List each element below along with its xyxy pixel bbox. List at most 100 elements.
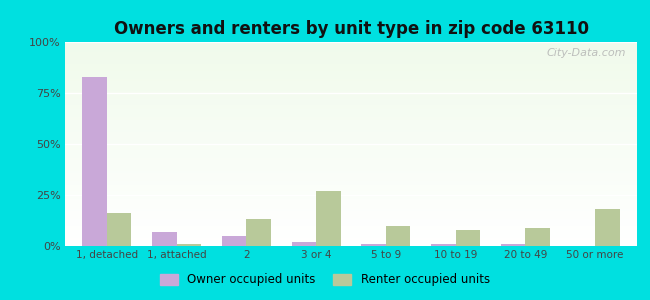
Bar bbox=[292, 242, 316, 246]
Bar bbox=[65, 44, 637, 46]
Bar bbox=[65, 113, 637, 116]
Bar bbox=[65, 158, 637, 160]
Bar bbox=[65, 109, 637, 111]
Bar bbox=[65, 111, 637, 113]
Bar bbox=[65, 124, 637, 126]
Text: City-Data.com: City-Data.com bbox=[546, 48, 625, 58]
Bar bbox=[65, 87, 637, 89]
Bar bbox=[65, 93, 637, 95]
Bar bbox=[65, 177, 637, 179]
Bar bbox=[361, 244, 386, 246]
Bar bbox=[65, 232, 637, 234]
Bar bbox=[65, 213, 637, 215]
Bar bbox=[65, 52, 637, 54]
Bar bbox=[177, 244, 201, 246]
Bar bbox=[65, 85, 637, 87]
Bar bbox=[65, 73, 637, 75]
Bar bbox=[65, 240, 637, 242]
Bar bbox=[65, 140, 637, 142]
Bar bbox=[65, 64, 637, 67]
Bar bbox=[65, 146, 637, 148]
Bar bbox=[65, 169, 637, 170]
Bar bbox=[65, 46, 637, 48]
Bar bbox=[456, 230, 480, 246]
Bar bbox=[65, 205, 637, 207]
Bar bbox=[65, 50, 637, 52]
Bar bbox=[65, 68, 637, 70]
Bar bbox=[65, 118, 637, 119]
Bar bbox=[65, 107, 637, 109]
Bar bbox=[65, 238, 637, 240]
Bar bbox=[65, 218, 637, 220]
Title: Owners and renters by unit type in zip code 63110: Owners and renters by unit type in zip c… bbox=[114, 20, 588, 38]
Bar bbox=[595, 209, 619, 246]
Bar bbox=[65, 138, 637, 140]
Bar bbox=[525, 228, 550, 246]
Bar bbox=[65, 209, 637, 211]
Bar bbox=[65, 95, 637, 97]
Bar bbox=[65, 221, 637, 224]
Bar bbox=[65, 179, 637, 181]
Bar bbox=[65, 197, 637, 199]
Bar bbox=[65, 224, 637, 226]
Bar bbox=[65, 130, 637, 132]
Bar bbox=[65, 201, 637, 203]
Bar bbox=[65, 70, 637, 73]
Bar bbox=[65, 60, 637, 62]
Bar bbox=[65, 226, 637, 228]
Bar bbox=[65, 156, 637, 158]
Bar bbox=[65, 193, 637, 195]
Bar bbox=[152, 232, 177, 246]
Bar bbox=[65, 234, 637, 236]
Bar bbox=[65, 181, 637, 183]
Bar bbox=[65, 162, 637, 164]
Bar bbox=[65, 81, 637, 83]
Bar bbox=[65, 220, 637, 221]
Bar bbox=[65, 150, 637, 152]
Bar bbox=[65, 105, 637, 107]
Bar bbox=[65, 136, 637, 138]
Bar bbox=[222, 236, 246, 246]
Bar bbox=[65, 160, 637, 162]
Bar bbox=[65, 148, 637, 150]
Bar bbox=[65, 189, 637, 191]
Bar bbox=[65, 228, 637, 230]
Bar bbox=[65, 230, 637, 232]
Legend: Owner occupied units, Renter occupied units: Owner occupied units, Renter occupied un… bbox=[155, 269, 495, 291]
Bar bbox=[65, 75, 637, 77]
Bar bbox=[65, 207, 637, 209]
Bar bbox=[65, 134, 637, 136]
Bar bbox=[501, 244, 525, 246]
Bar bbox=[65, 42, 637, 44]
Bar bbox=[65, 122, 637, 124]
Bar bbox=[65, 67, 637, 68]
Bar bbox=[65, 119, 637, 122]
Bar bbox=[65, 142, 637, 144]
Bar bbox=[65, 116, 637, 118]
Bar bbox=[65, 172, 637, 175]
Bar bbox=[65, 211, 637, 213]
Bar bbox=[65, 191, 637, 193]
Bar bbox=[65, 79, 637, 81]
Bar bbox=[65, 215, 637, 217]
Bar bbox=[65, 185, 637, 187]
Bar bbox=[65, 167, 637, 169]
Bar bbox=[431, 244, 456, 246]
Bar bbox=[316, 191, 341, 246]
Bar bbox=[65, 164, 637, 166]
Bar bbox=[65, 175, 637, 177]
Bar bbox=[65, 203, 637, 205]
Bar bbox=[65, 62, 637, 64]
Bar bbox=[65, 101, 637, 103]
Bar bbox=[386, 226, 410, 246]
Bar bbox=[65, 83, 637, 85]
Bar bbox=[65, 97, 637, 99]
Bar bbox=[65, 54, 637, 56]
Bar bbox=[65, 132, 637, 134]
Bar bbox=[65, 128, 637, 130]
Bar bbox=[83, 77, 107, 246]
Bar bbox=[65, 56, 637, 58]
Bar bbox=[107, 213, 131, 246]
Bar bbox=[65, 77, 637, 79]
Bar bbox=[65, 91, 637, 93]
